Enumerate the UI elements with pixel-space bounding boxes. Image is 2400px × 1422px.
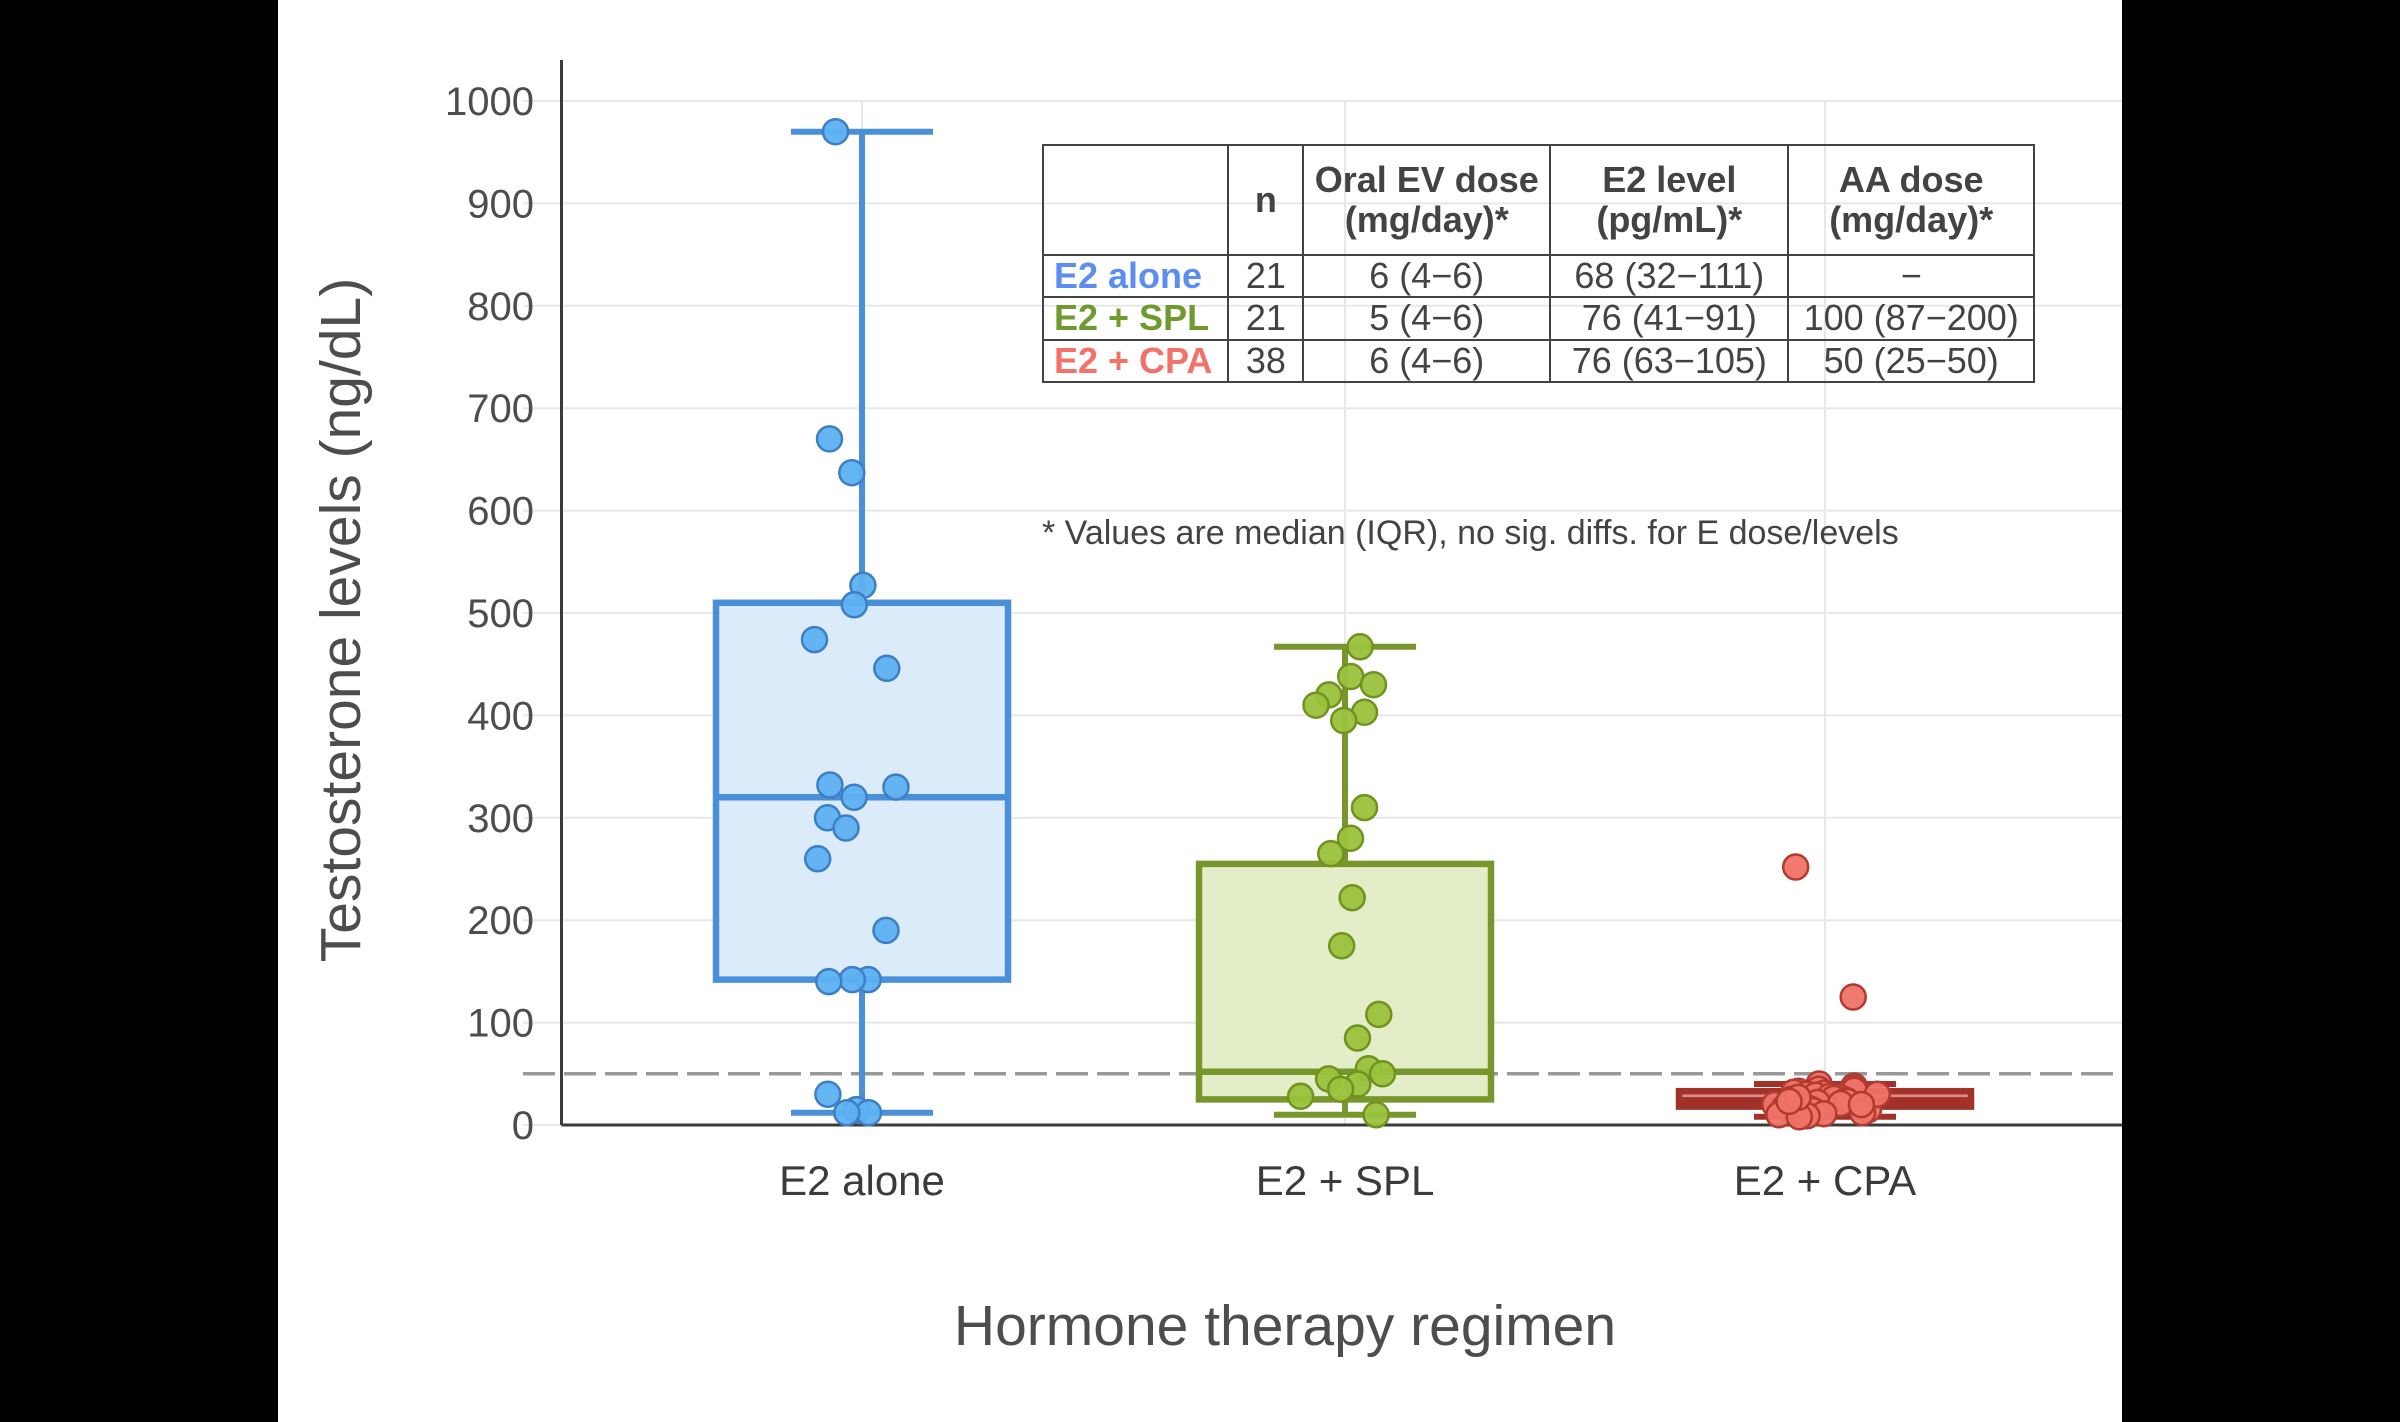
svg-text:E2 + CPA: E2 + CPA — [1734, 1157, 1916, 1204]
svg-text:Testosterone levels (ng/dL): Testosterone levels (ng/dL) — [309, 278, 373, 962]
svg-text:900: 900 — [467, 182, 534, 226]
svg-text:E2 + SPL: E2 + SPL — [1256, 1157, 1435, 1204]
svg-text:1000: 1000 — [445, 80, 534, 124]
svg-text:200: 200 — [467, 899, 534, 943]
svg-text:600: 600 — [467, 490, 534, 534]
svg-text:100: 100 — [467, 1002, 534, 1046]
svg-text:700: 700 — [467, 387, 534, 431]
svg-text:Hormone therapy regimen: Hormone therapy regimen — [954, 1294, 1616, 1358]
svg-text:300: 300 — [467, 797, 534, 841]
svg-text:0: 0 — [512, 1104, 534, 1148]
svg-text:E2 alone: E2 alone — [779, 1157, 945, 1204]
svg-text:400: 400 — [467, 694, 534, 738]
svg-text:800: 800 — [467, 285, 534, 329]
svg-text:500: 500 — [467, 592, 534, 636]
